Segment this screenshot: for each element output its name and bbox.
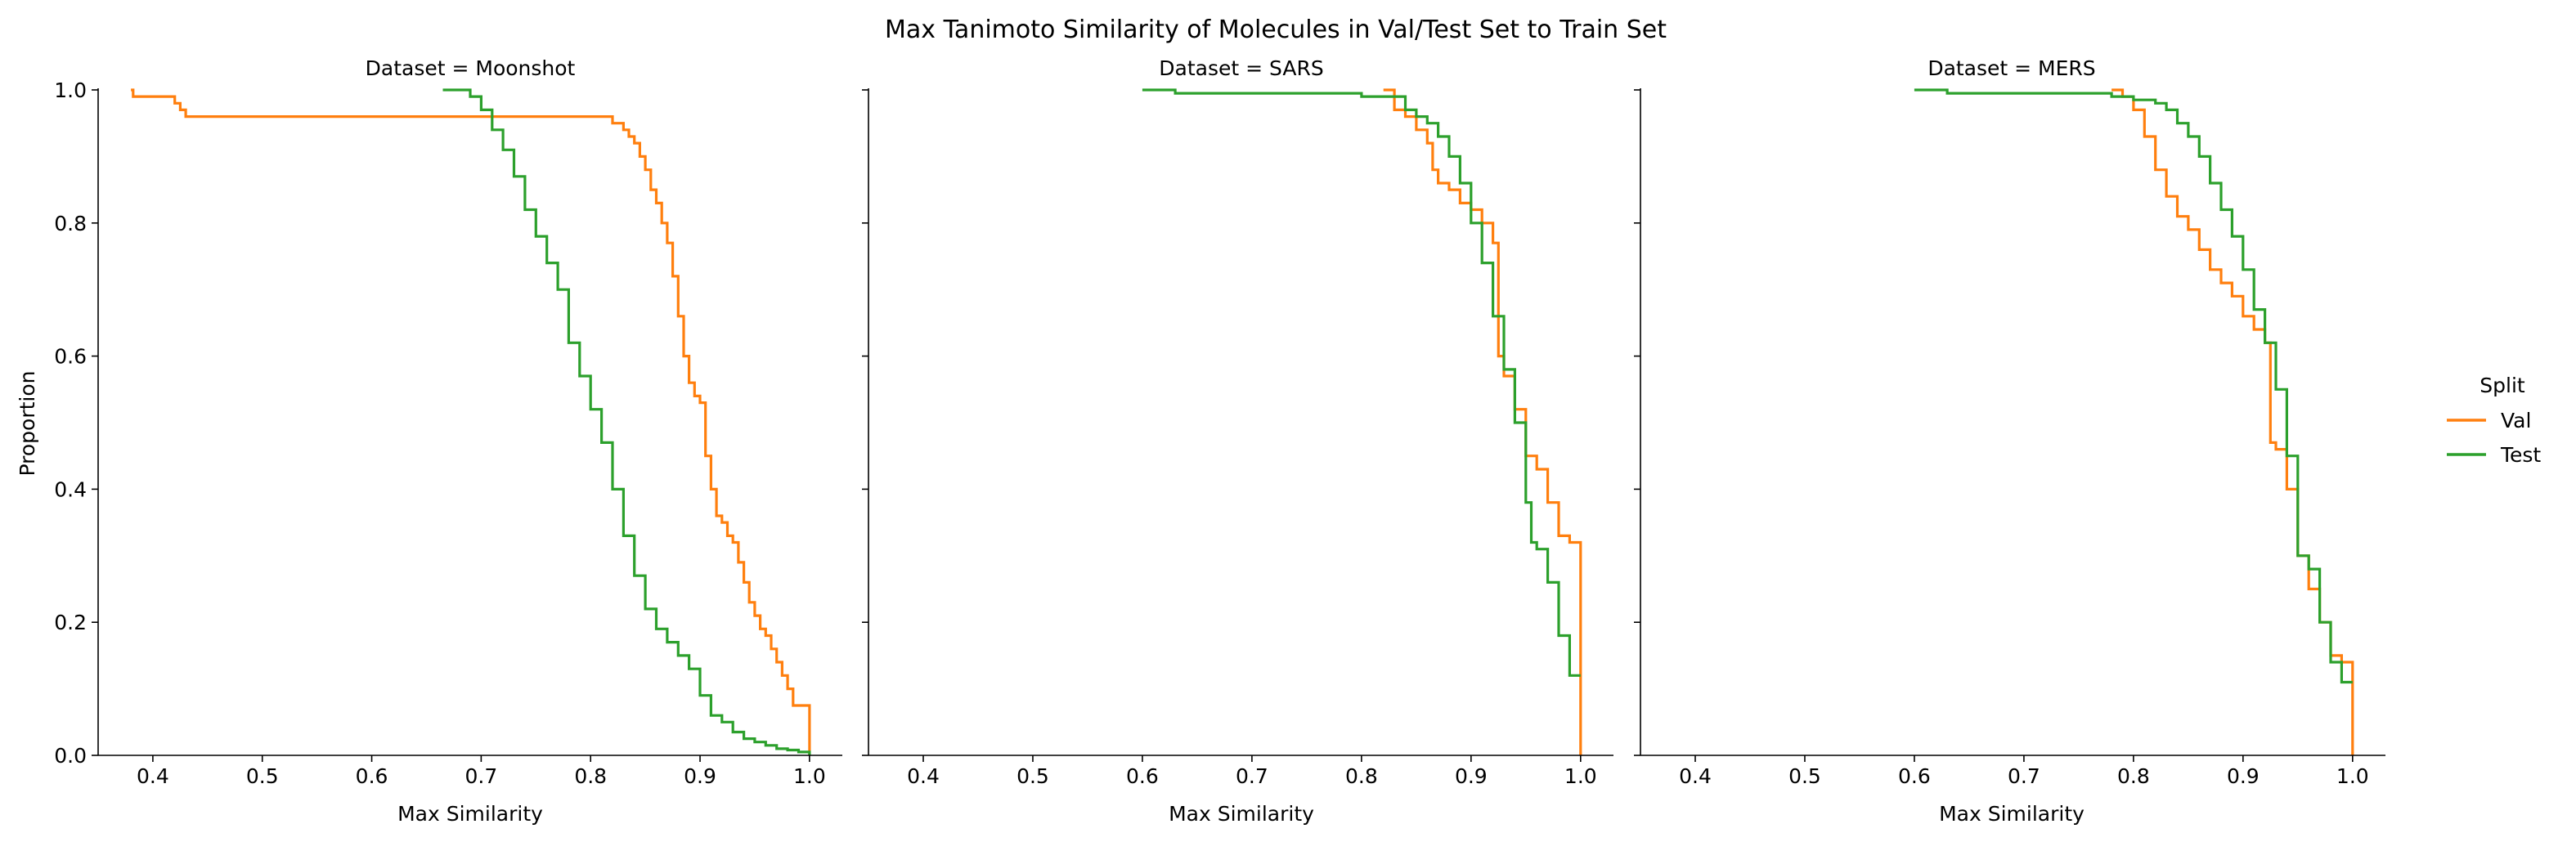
legend-entry-val: Val (2447, 409, 2531, 432)
x-tick-label: 0.9 (684, 764, 716, 788)
series-line-val (2112, 88, 2354, 755)
x-tick-label: 0.6 (356, 764, 388, 788)
series-line-val (1383, 88, 1582, 755)
plot-area (131, 88, 811, 755)
x-tick-label: 0.8 (2117, 764, 2150, 788)
x-tick-label: 0.9 (1455, 764, 1488, 788)
subplot-sars: Dataset = SARS Max Similarity 0.4 0.5 0.6 0… (862, 56, 1613, 826)
x-tick-label: 0.6 (1898, 764, 1931, 788)
x-tick-label: 0.4 (1679, 764, 1712, 788)
legend-title: Split (2480, 374, 2525, 397)
x-tick-label: 0.5 (246, 764, 279, 788)
axis-ticks: 0.4 0.5 0.6 0.7 0.8 0.9 1.0 0.0 0.2 0.4 0.6 0.8 1.0 (54, 78, 826, 788)
series-line-test (1142, 88, 1581, 677)
legend-entry-test: Test (2447, 443, 2541, 467)
x-axis-label: Max Similarity (1939, 802, 2085, 826)
y-tick-label: 0.6 (54, 345, 87, 369)
x-tick-label: 0.8 (574, 764, 607, 788)
legend: Split Val Test (2447, 374, 2541, 467)
y-tick-label: 0.0 (54, 744, 87, 768)
axis-ticks: 0.4 0.5 0.6 0.7 0.8 0.9 1.0 (862, 89, 1597, 788)
axis-spines (97, 88, 842, 756)
series-line-test (442, 88, 811, 755)
y-tick-label: 0.4 (54, 477, 87, 501)
x-tick-label: 0.7 (2008, 764, 2040, 788)
plot-area (1142, 88, 1582, 755)
legend-label-test: Test (2500, 443, 2541, 467)
y-axis-label: Proportion (16, 371, 39, 477)
subplot-title: Dataset = SARS (1159, 56, 1323, 80)
y-tick-label: 0.8 (54, 212, 87, 235)
axis-ticks: 0.4 0.5 0.6 0.7 0.8 0.9 1.0 (1634, 89, 2369, 788)
x-axis-label: Max Similarity (1169, 802, 1314, 826)
x-tick-label: 0.6 (1126, 764, 1159, 788)
x-tick-label: 0.4 (907, 764, 940, 788)
x-tick-label: 0.8 (1345, 764, 1378, 788)
x-tick-label: 0.7 (464, 764, 497, 788)
x-tick-label: 0.4 (137, 764, 169, 788)
x-tick-label: 1.0 (793, 764, 826, 788)
axis-spines (1640, 88, 2385, 756)
figure-title: Max Tanimoto Similarity of Molecules in … (885, 16, 1667, 44)
x-tick-label: 0.9 (2227, 764, 2260, 788)
y-tick-label: 0.2 (54, 611, 87, 634)
x-tick-label: 1.0 (1564, 764, 1597, 788)
series-line-val (131, 88, 811, 755)
legend-label-val: Val (2501, 409, 2531, 432)
subplot-title: Dataset = MERS (1928, 56, 2095, 80)
x-tick-label: 0.5 (1016, 764, 1049, 788)
subplot-mers: Dataset = MERS Max Similarity 0.4 0.5 0.6 0… (1634, 56, 2385, 826)
x-tick-label: 1.0 (2336, 764, 2369, 788)
series-line-test (1914, 88, 2353, 684)
x-axis-label: Max Similarity (397, 802, 543, 826)
x-tick-label: 0.5 (1788, 764, 1821, 788)
x-tick-label: 0.7 (1236, 764, 1268, 788)
plot-area (1914, 88, 2354, 755)
y-tick-label: 1.0 (54, 78, 87, 102)
subplot-title: Dataset = Moonshot (366, 56, 576, 80)
subplot-moonshot: Dataset = Moonshot Max Similarity Propor… (16, 56, 842, 826)
axis-spines (868, 88, 1613, 756)
